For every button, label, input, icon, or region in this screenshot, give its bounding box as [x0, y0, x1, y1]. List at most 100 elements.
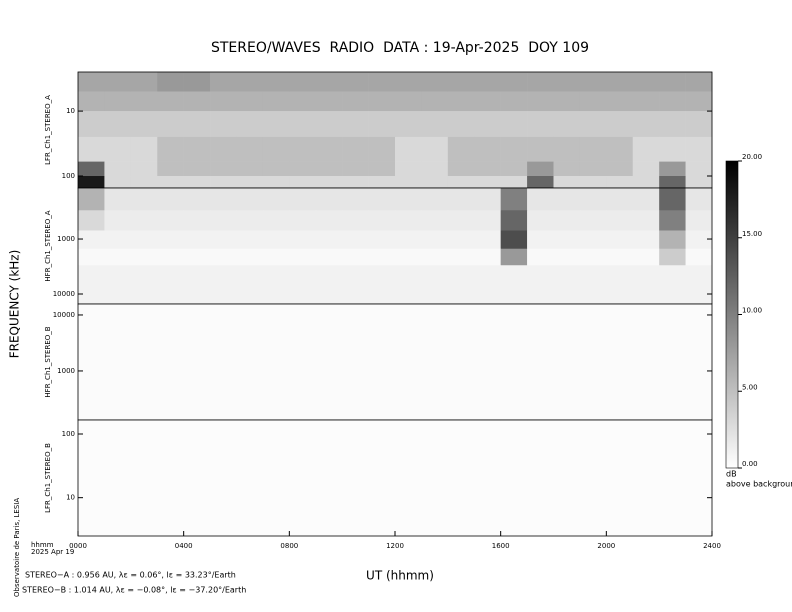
spectrogram-cell [342, 248, 369, 266]
stereo-b-info: STEREO−B : 1.014 AU, λε = −0.08°, lε = −… [22, 586, 246, 595]
spectrogram-cell [395, 72, 422, 92]
spectrogram-cell [421, 210, 449, 231]
spectrogram-cell [210, 210, 237, 231]
spectrogram-cell [395, 210, 422, 231]
spectrogram-cell [315, 230, 343, 250]
spectrogram-cell [500, 91, 528, 112]
x-tick-label: 2000 [597, 542, 615, 550]
spectrogram-cell [474, 230, 501, 250]
spectrogram-cell [632, 72, 660, 92]
colorbar-tick-label: 20.00 [742, 153, 762, 161]
y-tick-label: 10 [66, 494, 75, 502]
spectrogram-cell [659, 210, 686, 231]
spectrogram-cell [553, 161, 581, 177]
spectrogram-cell [289, 72, 317, 92]
spectrogram-cell [474, 72, 501, 92]
spectrogram-cell [421, 72, 449, 92]
spectrogram-cell [104, 248, 132, 266]
spectrogram-cell [342, 265, 369, 305]
spectrogram-cell [368, 230, 396, 250]
spectrogram-cell [606, 91, 634, 112]
spectrogram-cell [157, 230, 184, 250]
spectrogram-cell [527, 111, 554, 138]
spectrogram-cell [579, 210, 607, 231]
spectrogram-cell [342, 161, 369, 177]
spectrogram-cell [395, 248, 422, 266]
spectrogram-cell [183, 210, 211, 231]
spectrogram-cell [606, 230, 634, 250]
spectrogram-cell [659, 111, 686, 138]
spectrogram-cell [315, 91, 343, 112]
spectrogram-cell [104, 161, 132, 177]
spectrogram-cell [104, 210, 132, 231]
hhmm-label: hhmm [31, 541, 54, 549]
spectrogram-cell [236, 136, 264, 162]
spectrogram-cell [157, 248, 184, 266]
spectrogram-cell [78, 265, 105, 305]
spectrogram-cell [527, 420, 554, 537]
spectrogram-cell [579, 304, 607, 421]
spectrogram-cell [78, 210, 105, 231]
spectrogram-cell [315, 210, 343, 231]
spectrogram-cell [395, 420, 422, 537]
spectrogram-cell [685, 230, 713, 250]
spectrogram-cell [421, 111, 449, 138]
spectrogram-cell [130, 91, 158, 112]
spectrogram-cell [500, 72, 528, 92]
spectrogram-cell [685, 420, 713, 537]
spectrogram-cell [659, 72, 686, 92]
spectrogram-cell [685, 72, 713, 92]
spectrogram-cell [210, 230, 237, 250]
spectrogram-cell [500, 304, 528, 421]
spectrogram-cell [104, 304, 132, 421]
spectrogram-cell [262, 210, 290, 231]
spectrogram-cell [606, 265, 634, 305]
spectrogram-cell [553, 265, 581, 305]
spectrogram-cell [421, 420, 449, 537]
spectrogram-cell [474, 420, 501, 537]
spectrogram-cell [130, 248, 158, 266]
spectrogram-cell [183, 230, 211, 250]
spectrogram-cell [447, 230, 475, 250]
spectrogram-cell [210, 136, 237, 162]
spectrogram-cell [632, 210, 660, 231]
spectrogram-cell [553, 248, 581, 266]
spectrogram-cell [130, 111, 158, 138]
spectrogram-cell [474, 91, 501, 112]
spectrogram-cell [289, 248, 317, 266]
spectrogram-cell [606, 210, 634, 231]
spectrogram-cell [236, 265, 264, 305]
spectrogram-cell [78, 420, 105, 537]
spectrogram-cell [130, 72, 158, 92]
spectrogram-cell [78, 72, 105, 92]
spectrogram-cell [579, 265, 607, 305]
spectrogram-cell [157, 420, 184, 537]
spectrogram-cell [210, 248, 237, 266]
spectrogram-cell [315, 265, 343, 305]
spectrogram-cell [421, 304, 449, 421]
spectrogram-cell [579, 176, 607, 189]
spectrogram-cell [447, 210, 475, 231]
spectrogram-cell [183, 136, 211, 162]
spectrogram-cell [500, 248, 528, 266]
spectrogram-cell [685, 248, 713, 266]
spectrogram-cell [527, 188, 554, 211]
spectrogram-cell [236, 248, 264, 266]
spectrogram-cell [210, 265, 237, 305]
spectrogram-cell [210, 161, 237, 177]
spectrogram-cell [395, 230, 422, 250]
y-tick-label: 1000 [57, 367, 75, 375]
spectrogram-cell [315, 304, 343, 421]
spectrogram-cell [210, 176, 237, 189]
spectrogram-cell [500, 161, 528, 177]
colorbar-sublabel: above background [726, 480, 792, 489]
spectrogram-cell [606, 161, 634, 177]
spectrogram-cell [685, 210, 713, 231]
spectrogram-cell [236, 420, 264, 537]
spectrogram-cell [527, 72, 554, 92]
spectrogram-cell [395, 265, 422, 305]
spectrogram-cell [157, 111, 184, 138]
spectrogram-cell [157, 72, 184, 92]
spectrogram-cell [236, 161, 264, 177]
spectrogram-cell [368, 91, 396, 112]
